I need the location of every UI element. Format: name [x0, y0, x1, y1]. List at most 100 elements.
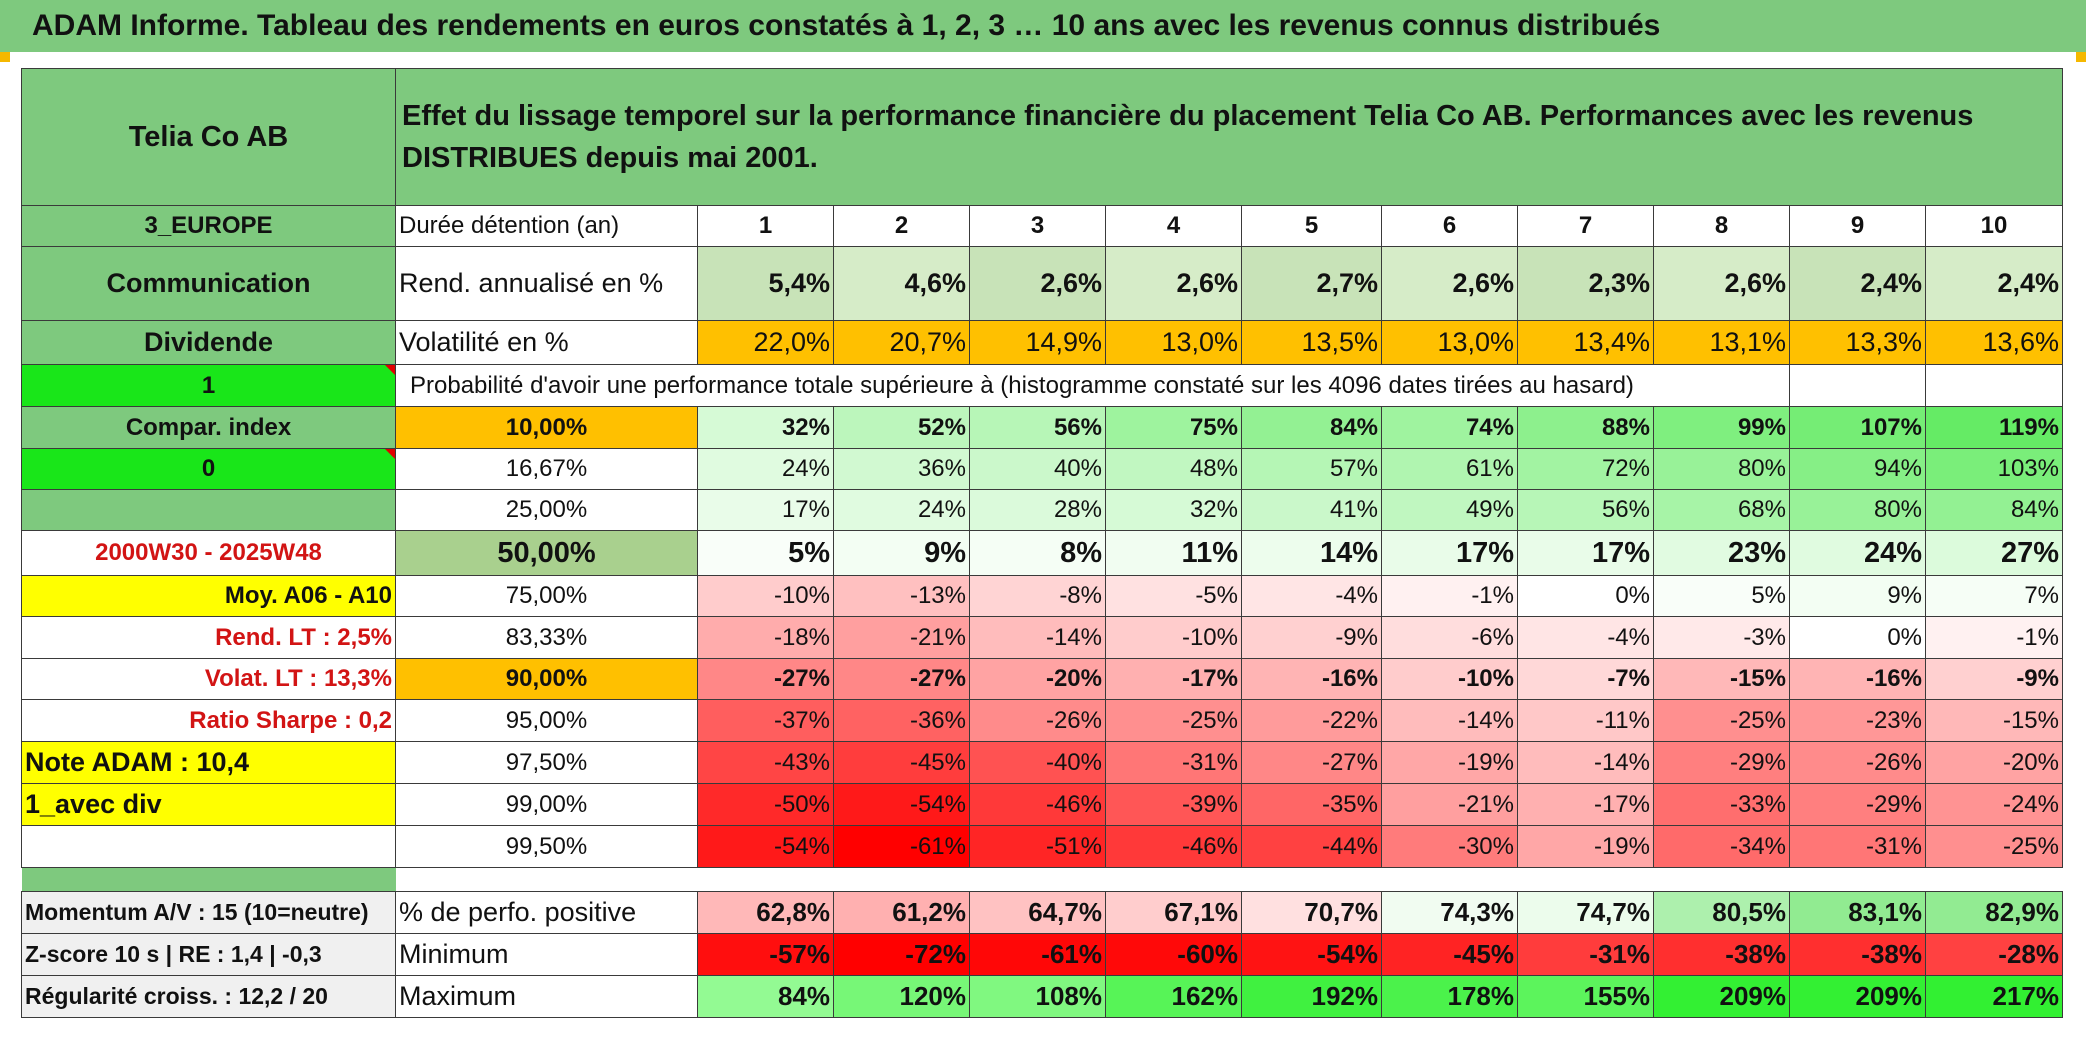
- threshold-value: 99,00%: [395, 783, 698, 826]
- prob-value: -22%: [1241, 699, 1382, 742]
- prob-value: 61%: [1381, 448, 1518, 490]
- separator-cell: [1789, 867, 1926, 892]
- prob-value: -34%: [1653, 825, 1790, 868]
- pos-value: 82,9%: [1925, 891, 2063, 934]
- footer-row: Régularité croiss. : 12,2 / 20 Maximum 84%…: [21, 975, 2063, 1018]
- rend-value: 2,6%: [1653, 246, 1790, 321]
- prob-value: 9%: [1789, 575, 1926, 617]
- prob-row: Note ADAM : 10,4 97,50% -43% -45% -40% -31% -2…: [21, 741, 2063, 784]
- prob-value: 107%: [1789, 406, 1926, 449]
- prob-value: -37%: [697, 699, 834, 742]
- prob-value: -39%: [1105, 783, 1242, 826]
- note-adam-label: Note ADAM : 10,4: [21, 741, 396, 784]
- prob-value: 40%: [969, 448, 1106, 490]
- prob-value: -15%: [1653, 658, 1790, 700]
- prob-value: 99%: [1653, 406, 1790, 449]
- rend-value: 5,4%: [697, 246, 834, 321]
- prob-value: -5%: [1105, 575, 1242, 617]
- prob-value: 9%: [833, 530, 970, 576]
- prob-value: 27%: [1925, 530, 2063, 576]
- separator-cell: [833, 867, 970, 892]
- vol-value: 22,0%: [697, 320, 834, 365]
- prob-value: 56%: [1517, 489, 1654, 531]
- prob-value: -27%: [697, 658, 834, 700]
- prob-value: 0%: [1789, 616, 1926, 659]
- prob-value: -25%: [1925, 825, 2063, 868]
- year-header: 5: [1241, 205, 1382, 247]
- threshold-value: 25,00%: [395, 489, 698, 531]
- prob-value: 17%: [1381, 530, 1518, 576]
- pos-value: 74,7%: [1517, 891, 1654, 934]
- prob-value: 23%: [1653, 530, 1790, 576]
- rend-value: 2,3%: [1517, 246, 1654, 321]
- prob-value: 84%: [1925, 489, 2063, 531]
- min-value: -31%: [1517, 933, 1654, 976]
- vol-value: 20,7%: [833, 320, 970, 365]
- max-value: 120%: [833, 975, 970, 1018]
- min-value: -38%: [1653, 933, 1790, 976]
- year-header: 3: [969, 205, 1106, 247]
- prob-value: 14%: [1241, 530, 1382, 576]
- rend-value: 2,6%: [1105, 246, 1242, 321]
- separator-cell: [1381, 867, 1518, 892]
- max-value: 84%: [697, 975, 834, 1018]
- separator-cell: [1105, 867, 1242, 892]
- prob-value: 32%: [1105, 489, 1242, 531]
- prob-value: -33%: [1653, 783, 1790, 826]
- prob-row: Volat. LT : 13,3% 90,00% -27% -27% -20% -17% -…: [21, 658, 2063, 700]
- positive-label: % de perfo. positive: [395, 891, 698, 934]
- corner-marker: [2076, 52, 2086, 62]
- prob-value: -31%: [1789, 825, 1926, 868]
- maximum-label: Maximum: [395, 975, 698, 1018]
- prob-value: 36%: [833, 448, 970, 490]
- prob-value: -19%: [1381, 741, 1518, 784]
- prob-value: 68%: [1653, 489, 1790, 531]
- prob-row: 25,00% 17% 24% 28% 32% 41% 49% 56% 68% 80% 84%: [21, 489, 2063, 531]
- prob-value: -45%: [833, 741, 970, 784]
- prob-row: Compar. index 10,00% 32% 52% 56% 75% 84% 74% 88%…: [21, 406, 2063, 449]
- prob-value: -16%: [1241, 658, 1382, 700]
- threshold-value: 83,33%: [395, 616, 698, 659]
- min-value: -72%: [833, 933, 970, 976]
- volat-lt-label: Volat. LT : 13,3%: [21, 658, 396, 700]
- prob-value: -15%: [1925, 699, 2063, 742]
- min-value: -57%: [697, 933, 834, 976]
- prob-value: -46%: [969, 783, 1106, 826]
- prob-value: -31%: [1105, 741, 1242, 784]
- prob-value: -8%: [969, 575, 1106, 617]
- footer-row: Momentum A/V : 15 (10=neutre)% de perfo.…: [21, 891, 2063, 934]
- separator-cell: [395, 867, 698, 892]
- prob-value: 8%: [969, 530, 1106, 576]
- year-header: 6: [1381, 205, 1518, 247]
- prob-value: -14%: [969, 616, 1106, 659]
- prob-value: 80%: [1789, 489, 1926, 531]
- prob-value: -4%: [1241, 575, 1382, 617]
- vol-value: 14,9%: [969, 320, 1106, 365]
- prob-value: 74%: [1381, 406, 1518, 449]
- prob-value: -25%: [1105, 699, 1242, 742]
- rend-value: 2,6%: [1381, 246, 1518, 321]
- vol-value: 13,0%: [1105, 320, 1242, 365]
- dividend-label: Dividende: [21, 320, 396, 365]
- prob-value: -23%: [1789, 699, 1926, 742]
- vol-label: Volatilité en %: [395, 320, 698, 365]
- min-value: -28%: [1925, 933, 2063, 976]
- prob-value: -20%: [1925, 741, 2063, 784]
- vol-value: 13,5%: [1241, 320, 1382, 365]
- sharpe-label: Ratio Sharpe : 0,2: [21, 699, 396, 742]
- empty-label: [21, 825, 396, 868]
- prob-value: -54%: [697, 825, 834, 868]
- rend-value: 4,6%: [833, 246, 970, 321]
- prob-value: -29%: [1789, 783, 1926, 826]
- min-value: -60%: [1105, 933, 1242, 976]
- prob-value: 84%: [1241, 406, 1382, 449]
- threshold-value: 10,00%: [395, 406, 698, 449]
- proba-row: 1 Probabilité d'avoir une performance to…: [21, 364, 2063, 407]
- max-value: 108%: [969, 975, 1106, 1018]
- minimum-label: Minimum: [395, 933, 698, 976]
- title-row: Telia Co AB Effet du lissage temporel su…: [21, 68, 2063, 206]
- prob-value: -26%: [1789, 741, 1926, 784]
- prob-value: -18%: [697, 616, 834, 659]
- description: Effet du lissage temporel sur la perform…: [395, 68, 2063, 206]
- rend-lt-label: Rend. LT : 2,5%: [21, 616, 396, 659]
